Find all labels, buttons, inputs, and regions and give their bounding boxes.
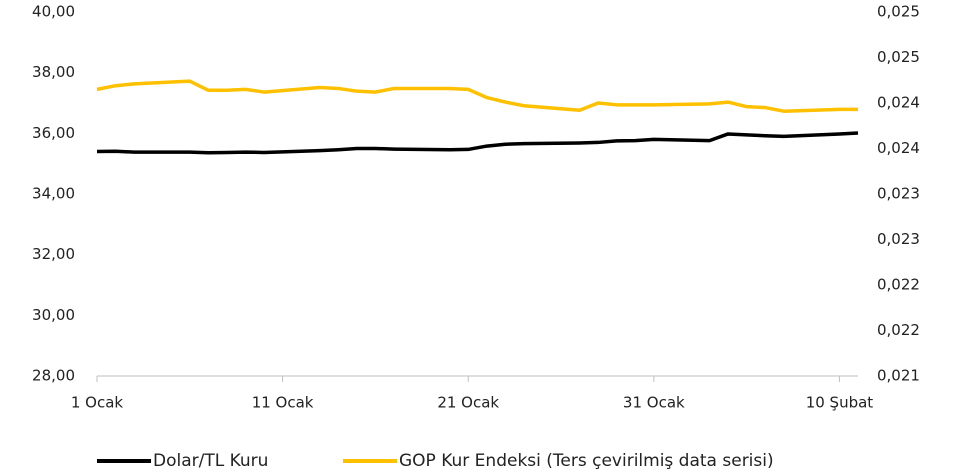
line-series (96, 79, 858, 113)
y2-tick-label: 0,025 (877, 3, 920, 21)
y-tick-label: 36,00 (32, 124, 75, 142)
y2-tick-label: 0,021 (877, 367, 920, 385)
y2-tick-label: 0,022 (877, 321, 920, 339)
y-tick-label: 30,00 (32, 306, 75, 324)
legend-label: GOP Kur Endeksi (Ters çevirilmiş data se… (399, 451, 774, 471)
y2-tick-label: 0,025 (877, 48, 920, 66)
x-tick-label: 11 Ocak (252, 394, 314, 412)
y2-tick-label: 0,024 (877, 94, 920, 112)
x-tick-label: 1 Ocak (71, 394, 124, 412)
y2-tick-label: 0,024 (877, 139, 920, 157)
x-tick-label: 31 Ocak (623, 394, 685, 412)
y-tick-label: 32,00 (32, 245, 75, 263)
y2-tick-label: 0,023 (877, 230, 920, 248)
y-tick-label: 40,00 (32, 3, 75, 21)
y-tick-label: 28,00 (32, 367, 75, 385)
y2-tick-label: 0,023 (877, 185, 920, 203)
line-series (96, 131, 859, 155)
y-tick-label: 38,00 (32, 63, 75, 81)
x-tick-label: 10 Şubat (806, 394, 874, 412)
x-tick-label: 21 Ocak (437, 394, 499, 412)
legend-label: Dolar/TL Kuru (153, 451, 268, 471)
y2-tick-label: 0,022 (877, 276, 920, 294)
y-tick-label: 34,00 (32, 185, 75, 203)
